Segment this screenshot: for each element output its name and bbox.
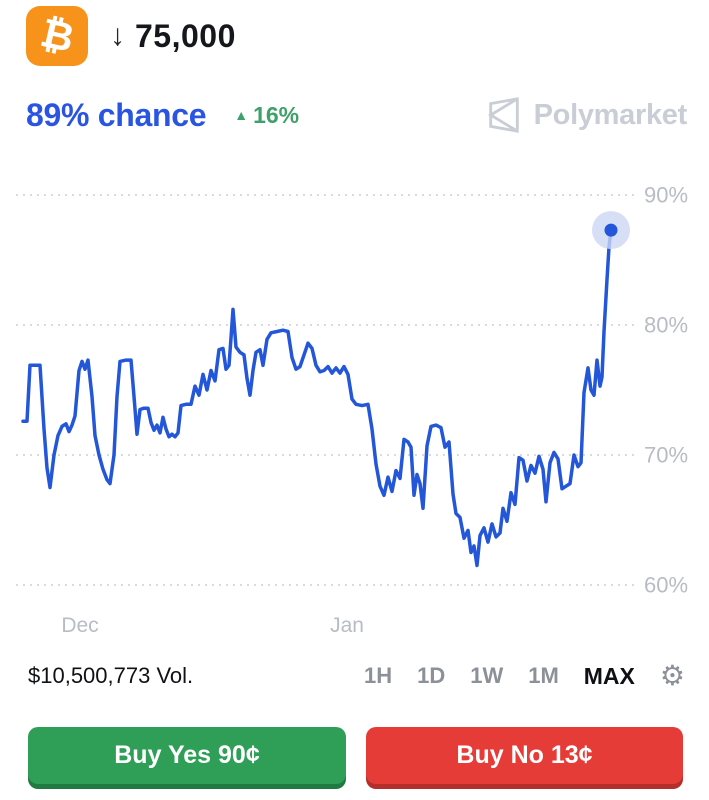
y-tick-label: 70% <box>644 443 688 468</box>
y-tick-label: 80% <box>644 313 688 338</box>
delta-badge: ▲ 16% <box>234 102 299 129</box>
y-tick-label: 60% <box>644 573 688 598</box>
buy-yes-button[interactable]: Buy Yes 90¢ <box>28 727 346 784</box>
up-triangle-icon: ▲ <box>234 107 249 123</box>
market-title: ↓ 75,000 <box>110 18 236 55</box>
chart-footer: $10,500,773 Vol. 1H 1D 1W 1M MAX ⚙ <box>28 662 685 690</box>
polymarket-brand: Polymarket <box>485 96 687 134</box>
probability-line <box>21 228 613 568</box>
probability-chart-svg[interactable]: 90% 80% 70% 60% Dec Jan <box>0 168 709 638</box>
endpoint-dot <box>604 223 618 237</box>
down-arrow-icon: ↓ <box>110 19 125 52</box>
polymarket-logo-icon <box>487 97 519 133</box>
chance-label: 89% chance <box>26 96 207 133</box>
range-1h[interactable]: 1H <box>363 663 393 688</box>
range-1w[interactable]: 1W <box>470 663 504 688</box>
market-header: ₿ ↓ 75,000 <box>26 6 236 66</box>
buy-no-button[interactable]: Buy No 13¢ <box>366 727 683 784</box>
volume-label: $10,500,773 Vol. <box>28 663 194 688</box>
range-max[interactable]: MAX <box>583 662 635 689</box>
bitcoin-icon: ₿ <box>26 6 88 66</box>
y-tick-label: 90% <box>644 183 688 208</box>
chance-row: 89% chance ▲ 16% Polymarket <box>26 96 687 134</box>
x-tick-label: Dec <box>61 614 98 637</box>
bitcoin-symbol: ₿ <box>36 10 78 62</box>
market-title-text: 75,000 <box>135 17 236 54</box>
range-1d[interactable]: 1D <box>417 663 446 688</box>
delta-value: 16% <box>253 101 300 128</box>
x-tick-label: Jan <box>330 614 364 637</box>
settings-gear-icon[interactable]: ⚙ <box>659 660 685 691</box>
probability-chart[interactable]: 90% 80% 70% 60% Dec Jan <box>0 168 709 638</box>
time-range-selector: 1H 1D 1W 1M MAX ⚙ <box>364 662 685 690</box>
range-1m[interactable]: 1M <box>528 663 559 688</box>
polymarket-wordmark: Polymarket <box>533 98 688 131</box>
